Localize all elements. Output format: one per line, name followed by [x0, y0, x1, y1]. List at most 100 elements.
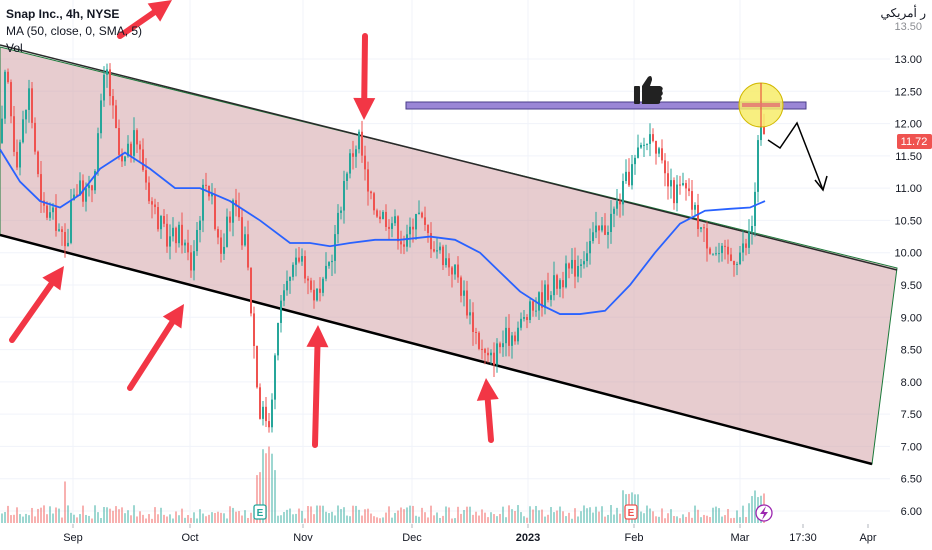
volume-bar: [391, 517, 393, 523]
volume-bar: [478, 515, 480, 523]
projection-arrow[interactable]: [767, 121, 824, 191]
candle-body: [217, 229, 219, 238]
candle-body: [337, 212, 339, 235]
volume-bar: [553, 512, 555, 523]
candle-body: [232, 200, 234, 223]
volume-bar: [517, 505, 519, 523]
x-tick-label: 17:30: [789, 532, 817, 544]
volume-bar: [250, 512, 252, 523]
volume-bar: [58, 508, 60, 523]
channel-lower-line[interactable]: [0, 233, 873, 466]
volume-bar: [40, 507, 42, 523]
y-tick-label: 13.50: [894, 21, 922, 33]
volume-bar: [664, 518, 666, 523]
candle-body: [700, 227, 702, 230]
earnings-e-icon[interactable]: E: [253, 504, 267, 520]
projection-arrowhead: [814, 175, 828, 192]
candle-body: [580, 264, 582, 266]
candle-body: [754, 191, 756, 226]
svg-text:E: E: [628, 508, 635, 519]
candle-body: [649, 134, 651, 144]
legend-volume[interactable]: Vol: [6, 41, 23, 55]
candle-body: [556, 275, 558, 289]
time-axis[interactable]: Sep Oct Nov Dec 2023 Feb Mar 17:30 Apr: [63, 524, 877, 544]
legend-ma[interactable]: MA (50, close, 0, SMA, 5): [6, 24, 143, 38]
volume-bar: [148, 514, 150, 523]
volume-bar: [751, 496, 753, 523]
candle-body: [283, 290, 285, 301]
candle-body: [274, 355, 276, 400]
volume-bar: [439, 517, 441, 523]
volume-bar: [244, 510, 246, 523]
candle-body: [568, 263, 570, 269]
volume-bar: [481, 509, 483, 523]
volume-bar: [595, 506, 597, 523]
resistance-rectangle[interactable]: [405, 101, 807, 110]
volume-bar: [304, 518, 306, 523]
candle-body: [376, 210, 378, 217]
volume-bar: [130, 515, 132, 523]
volume-bar: [484, 512, 486, 523]
candle-body: [310, 280, 312, 290]
volume-bar: [403, 509, 405, 523]
volume-bar: [211, 512, 213, 523]
moving-average-line[interactable]: [0, 148, 766, 315]
y-tick-label: 8.50: [901, 345, 922, 357]
volume-bar: [214, 512, 216, 523]
candle-body: [691, 191, 693, 210]
volume-bar: [43, 505, 45, 523]
candle-body: [151, 201, 153, 205]
candle-body: [373, 193, 375, 211]
earnings-e-icon[interactable]: E: [624, 504, 638, 520]
volume-bar: [175, 511, 177, 523]
candle-body: [79, 180, 81, 196]
volume-bar: [154, 507, 156, 523]
candle-body: [301, 256, 303, 262]
volume-bar: [169, 514, 171, 523]
last-price-tag: 11.72: [897, 134, 932, 149]
y-tick-label: 7.50: [901, 409, 922, 421]
candle-body: [505, 327, 507, 344]
dividend-lightning-icon[interactable]: [755, 504, 773, 522]
candle-body: [220, 237, 222, 254]
candle-body: [115, 105, 117, 129]
candle-body: [328, 262, 330, 266]
candle-body: [520, 318, 522, 328]
price-axis[interactable]: 13.00 12.50 12.00 11.50 11.00 10.50 10.00 9.50 9…: [894, 21, 922, 518]
y-tick-label: 6.50: [901, 474, 922, 486]
volume-bar: [124, 513, 126, 523]
volume-bar: [49, 506, 51, 523]
volume-bar: [157, 514, 159, 523]
candle-body: [493, 352, 495, 365]
volume-bar: [19, 514, 21, 523]
volume-bar: [364, 509, 366, 523]
candle-body: [226, 216, 228, 247]
volume-bar: [160, 507, 162, 523]
candle-body: [322, 278, 324, 293]
red-arrow-shaft: [117, 9, 157, 39]
volume-bar: [649, 508, 651, 523]
volume-bar: [667, 513, 669, 523]
candle-body: [172, 227, 174, 237]
candle-body: [598, 225, 600, 231]
volume-bars: [1, 446, 765, 523]
volume-bar: [637, 494, 639, 523]
candle-body: [679, 184, 681, 186]
volume-bar: [106, 507, 108, 523]
legend-symbol[interactable]: Snap Inc., 4h, NYSE: [6, 7, 120, 21]
candle-body: [259, 387, 261, 419]
candle-body: [757, 140, 759, 192]
candle-body: [358, 131, 360, 150]
volume-bar: [259, 472, 261, 523]
candle-body: [460, 277, 462, 296]
candle-body: [262, 406, 264, 419]
volume-bar: [334, 515, 336, 523]
candle-body: [475, 331, 477, 333]
candle-body: [385, 211, 387, 227]
volume-bar: [679, 518, 681, 523]
channel-upper-line[interactable]: [0, 44, 898, 271]
volume-bar: [277, 515, 279, 523]
candle-body: [106, 69, 108, 75]
candle-body: [481, 348, 483, 350]
